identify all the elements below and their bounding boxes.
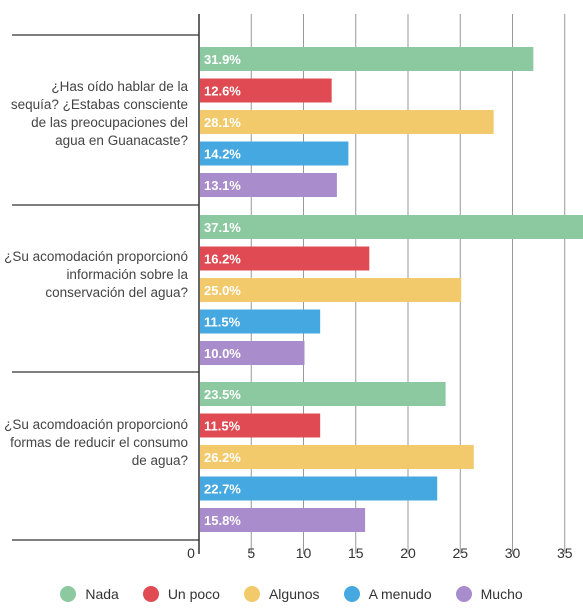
bar <box>200 445 474 469</box>
group-label-drought: ¿Has oído hablar de la sequía? ¿Estabas … <box>10 79 188 148</box>
legend-label: Un poco <box>167 586 220 602</box>
bar-data-label: 11.5% <box>204 315 241 330</box>
legend-swatch <box>142 586 159 602</box>
chart-legend: Nada Un poco Algunos A menudo Mucho <box>0 586 583 602</box>
group-label-reduce: ¿Su acomdoación proporcionó formas de re… <box>4 417 188 468</box>
x-tick-label: 5 <box>247 545 255 561</box>
bar <box>200 413 321 438</box>
legend-item-algunos: Algunos <box>243 586 320 602</box>
bar-data-label: 11.5% <box>204 419 241 434</box>
legend-item-un-poco: Un poco <box>142 586 220 602</box>
bar-data-label: 15.8% <box>204 513 241 528</box>
legend-swatch <box>60 586 77 602</box>
x-tick-label: 30 <box>505 545 521 561</box>
bar <box>200 78 332 103</box>
bar-data-label: 22.7% <box>204 482 241 497</box>
bar-data-label: 13.1% <box>204 178 241 193</box>
bar <box>200 476 438 501</box>
legend-label: Nada <box>85 586 119 602</box>
bar-data-label: 31.9% <box>204 52 241 67</box>
legend-item-mucho: Mucho <box>455 586 523 602</box>
x-tick-label: 25 <box>452 545 468 561</box>
bar <box>200 173 337 197</box>
bar-data-label: 37.1% <box>204 220 241 235</box>
x-tick-label: 0 <box>187 545 195 561</box>
bar-data-label: 26.2% <box>204 450 241 465</box>
bar <box>200 508 366 532</box>
bar <box>200 309 321 334</box>
bar-data-label: 25.0% <box>204 283 241 298</box>
bar-data-label: 10.0% <box>204 346 241 361</box>
legend-label: Mucho <box>480 586 523 602</box>
x-tick-label: 35 <box>557 545 573 561</box>
bar <box>200 141 349 166</box>
bar <box>200 110 494 134</box>
group-label-info: ¿Su acomodación proporcionó información … <box>4 249 188 300</box>
bar <box>200 47 534 71</box>
x-tick-label: 10 <box>296 545 312 561</box>
bar-data-label: 16.2% <box>204 252 241 267</box>
x-tick-label: 20 <box>400 545 416 561</box>
bar <box>200 382 446 406</box>
legend-swatch <box>243 586 260 602</box>
legend-label: Algunos <box>268 586 320 602</box>
legend-swatch <box>343 586 360 602</box>
bar-data-label: 23.5% <box>204 387 241 402</box>
bar-data-label: 28.1% <box>204 115 241 130</box>
legend-swatch <box>455 586 472 602</box>
bar <box>200 341 305 365</box>
bar-data-label: 14.2% <box>204 147 241 162</box>
x-tick-label: 15 <box>348 545 364 561</box>
bar <box>200 278 462 302</box>
bar-data-label: 12.6% <box>204 84 241 99</box>
bar <box>200 246 370 271</box>
legend-item-a-menudo: A menudo <box>343 586 432 602</box>
legend-item-nada: Nada <box>60 586 119 602</box>
legend-label: A menudo <box>368 586 432 602</box>
bar <box>200 215 583 239</box>
